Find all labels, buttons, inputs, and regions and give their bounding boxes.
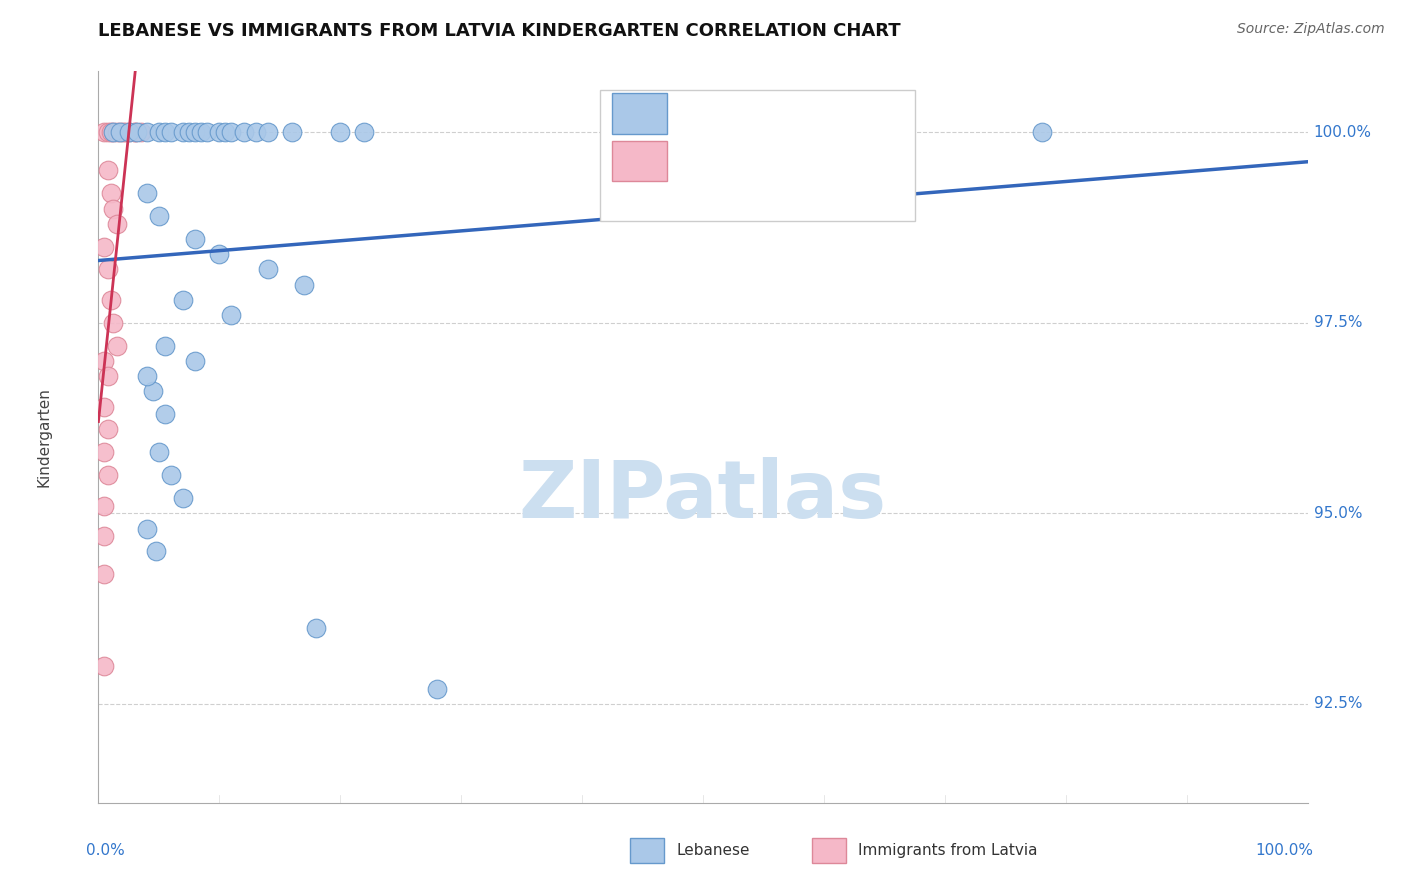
Point <box>97 125 120 139</box>
Point <box>93 445 115 459</box>
Point <box>129 125 152 139</box>
Point <box>127 125 149 139</box>
Point <box>93 529 115 543</box>
Point <box>142 384 165 399</box>
Point <box>93 125 115 139</box>
Point <box>160 125 183 139</box>
Point <box>135 369 157 384</box>
Text: ZIPatlas: ZIPatlas <box>519 457 887 534</box>
Point <box>153 407 176 421</box>
Point <box>93 354 115 368</box>
Text: Kindergarten: Kindergarten <box>37 387 52 487</box>
Text: 0.0%: 0.0% <box>86 843 125 858</box>
Point <box>101 125 124 139</box>
Point <box>124 125 146 139</box>
Point <box>172 125 194 139</box>
Point <box>135 186 157 201</box>
Text: R = 0.369   N =  31: R = 0.369 N = 31 <box>685 152 860 170</box>
Point <box>813 125 835 139</box>
Point <box>153 125 176 139</box>
Point <box>172 491 194 505</box>
Point <box>93 567 115 582</box>
Point <box>281 125 304 139</box>
Point <box>93 499 115 513</box>
Text: LEBANESE VS IMMIGRANTS FROM LATVIA KINDERGARTEN CORRELATION CHART: LEBANESE VS IMMIGRANTS FROM LATVIA KINDE… <box>98 22 901 40</box>
Point <box>221 308 243 322</box>
Point <box>124 125 146 139</box>
Point <box>148 125 170 139</box>
FancyBboxPatch shape <box>600 90 915 221</box>
Point <box>1031 125 1053 139</box>
Text: 97.5%: 97.5% <box>1313 315 1362 330</box>
Point <box>245 125 267 139</box>
Point <box>195 125 218 139</box>
Point <box>97 422 120 436</box>
Text: Source: ZipAtlas.com: Source: ZipAtlas.com <box>1237 22 1385 37</box>
Point <box>426 681 449 696</box>
Point <box>101 316 124 330</box>
Point <box>172 293 194 307</box>
Point <box>329 125 352 139</box>
Point <box>93 239 115 253</box>
Point <box>135 522 157 536</box>
Point <box>148 209 170 223</box>
Point <box>208 125 231 139</box>
Text: Lebanese: Lebanese <box>676 843 749 858</box>
Text: 100.0%: 100.0% <box>1256 843 1313 858</box>
Text: 92.5%: 92.5% <box>1313 697 1362 711</box>
Point <box>148 445 170 459</box>
Text: 95.0%: 95.0% <box>1313 506 1362 521</box>
Point <box>256 262 278 277</box>
Point <box>353 125 375 139</box>
Point <box>97 163 120 178</box>
Point <box>190 125 212 139</box>
Point <box>118 125 141 139</box>
Point <box>101 125 124 139</box>
Point <box>160 468 183 483</box>
Point <box>100 293 122 307</box>
Point <box>97 468 120 483</box>
Point <box>93 658 115 673</box>
Text: 100.0%: 100.0% <box>1313 125 1372 140</box>
Point <box>184 125 207 139</box>
Point <box>232 125 254 139</box>
Point <box>292 277 315 292</box>
Point <box>184 354 207 368</box>
Point <box>305 621 328 635</box>
Point <box>111 125 134 139</box>
Point <box>100 186 122 201</box>
Point <box>108 125 131 139</box>
Point <box>214 125 236 139</box>
Text: R = 0.146   N = 44: R = 0.146 N = 44 <box>685 104 855 122</box>
FancyBboxPatch shape <box>630 838 664 863</box>
Point <box>105 217 128 231</box>
Point <box>221 125 243 139</box>
Point <box>135 125 157 139</box>
Point <box>101 202 124 216</box>
Point <box>118 125 141 139</box>
Point <box>93 400 115 414</box>
Point <box>97 369 120 384</box>
FancyBboxPatch shape <box>613 141 666 181</box>
Point <box>145 544 167 558</box>
Point <box>184 232 207 246</box>
FancyBboxPatch shape <box>811 838 845 863</box>
Point <box>153 338 176 352</box>
Point <box>179 125 201 139</box>
Point <box>208 247 231 261</box>
Point <box>105 338 128 352</box>
Point <box>108 125 131 139</box>
Text: Immigrants from Latvia: Immigrants from Latvia <box>858 843 1038 858</box>
Point <box>256 125 278 139</box>
Point <box>105 125 128 139</box>
Point <box>114 125 136 139</box>
Point <box>97 262 120 277</box>
Point <box>100 125 122 139</box>
FancyBboxPatch shape <box>613 94 666 134</box>
